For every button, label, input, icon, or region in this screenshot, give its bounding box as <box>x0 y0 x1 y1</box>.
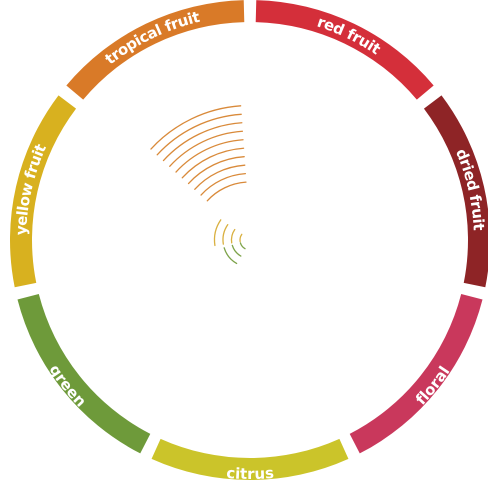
intensity-arc-tropical-fruit <box>170 131 243 166</box>
intensity-arc-green <box>240 243 245 249</box>
intensity-arc-yellow-fruit <box>240 234 242 241</box>
label-citrus: citrus <box>226 464 275 483</box>
intensity-arc-yellow-fruit <box>214 220 220 246</box>
segment-floral <box>350 294 483 453</box>
intensity-arc-yellow-fruit <box>223 225 228 244</box>
segment-red-fruit <box>256 0 434 100</box>
outer-ring <box>10 0 488 480</box>
intensity-arcs <box>151 106 246 264</box>
label-tropical-fruit: tropical fruit <box>102 8 202 68</box>
segment-green <box>17 294 150 453</box>
intensity-arc-tropical-fruit <box>201 174 245 195</box>
intensity-arc-tropical-fruit <box>195 165 245 189</box>
intensity-arc-tropical-fruit <box>189 157 245 184</box>
segment-tropical-fruit <box>66 0 244 100</box>
intensity-arc-tropical-fruit <box>182 148 243 178</box>
intensity-arc-yellow-fruit <box>232 230 235 243</box>
intensity-arc-green <box>232 245 241 256</box>
